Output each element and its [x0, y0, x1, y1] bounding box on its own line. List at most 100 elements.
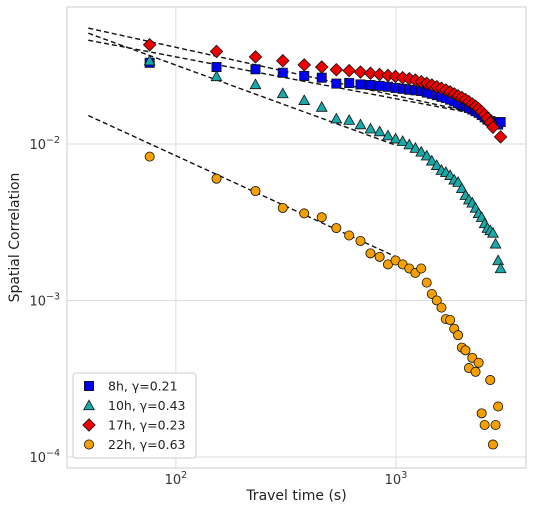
data-point — [430, 159, 443, 170]
data-point — [209, 44, 224, 59]
legend-marker — [84, 439, 95, 450]
x-tick-labels: 102 103 — [165, 470, 408, 488]
data-point — [373, 125, 386, 137]
data-point — [365, 248, 376, 259]
data-point — [354, 118, 367, 130]
series-diamond — [142, 38, 508, 144]
data-point — [374, 251, 385, 262]
y-tick-label: 10−2 — [29, 135, 60, 153]
legend-marker — [83, 399, 95, 411]
data-point — [490, 420, 501, 431]
data-point — [314, 60, 329, 74]
data-point — [493, 401, 504, 412]
data-point — [344, 78, 355, 89]
data-point — [416, 263, 427, 274]
legend-label: 17h, γ=0.23 — [108, 418, 185, 433]
series-triangle — [143, 54, 507, 274]
data-point — [431, 295, 442, 306]
data-point — [363, 66, 378, 81]
data-point — [211, 173, 222, 184]
data-point — [248, 50, 263, 64]
legend-box — [72, 372, 197, 459]
data-point — [297, 58, 311, 72]
data-point — [492, 254, 505, 266]
data-point — [415, 145, 428, 157]
data-point — [298, 94, 311, 105]
data-point — [316, 212, 327, 223]
y-tick-label: 10−3 — [29, 291, 60, 309]
data-point — [210, 70, 223, 82]
data-point — [316, 72, 327, 83]
data-point — [142, 38, 157, 52]
data-point — [494, 262, 507, 274]
data-point — [436, 302, 447, 313]
data-point — [299, 208, 310, 219]
data-point — [486, 226, 499, 238]
data-point — [329, 62, 344, 77]
data-point — [425, 154, 438, 166]
data-point — [452, 176, 465, 187]
data-point — [365, 80, 376, 91]
data-point — [493, 130, 508, 144]
data-point — [144, 151, 155, 162]
legend-marker — [82, 418, 96, 432]
data-point — [372, 67, 387, 82]
data-point — [479, 420, 490, 431]
data-point — [453, 330, 464, 341]
data-point — [473, 357, 484, 368]
data-point — [470, 366, 481, 377]
data-point — [389, 132, 402, 144]
data-point — [355, 79, 366, 90]
fit-line — [88, 39, 502, 120]
data-point — [299, 70, 310, 81]
data-point — [455, 182, 468, 194]
data-point — [374, 80, 385, 91]
data-point — [275, 53, 290, 68]
x-tick-label: 103 — [385, 470, 408, 488]
y-tick-labels: 10−4 10−3 10−2 — [29, 135, 60, 466]
data-point — [353, 65, 368, 79]
fit-line — [88, 32, 397, 146]
data-point — [489, 237, 502, 249]
data-point — [331, 78, 342, 89]
data-point — [331, 223, 342, 234]
grid-lines — [67, 7, 526, 468]
data-point — [143, 54, 156, 66]
data-point — [330, 112, 343, 124]
data-point — [250, 186, 261, 197]
data-point — [487, 439, 498, 450]
data-point — [460, 345, 471, 356]
data-point — [315, 100, 328, 112]
fit-line — [88, 27, 502, 120]
plot-frame — [66, 6, 527, 469]
series-circle — [144, 151, 504, 450]
data-point — [421, 277, 432, 288]
data-point — [485, 375, 496, 386]
x-tick-label: 102 — [165, 470, 188, 488]
data-points — [142, 38, 508, 450]
y-axis-label: Spatial Correlation — [7, 173, 23, 303]
legend: 8h, γ=0.21 10h, γ=0.43 17h, γ=0.23 22h, γ=0… — [72, 372, 197, 459]
y-tick-label: 10−4 — [29, 448, 60, 466]
data-point — [445, 315, 456, 326]
data-point — [420, 149, 433, 161]
data-point — [249, 78, 262, 90]
data-point — [211, 62, 222, 73]
legend-label: 10h, γ=0.43 — [108, 398, 185, 413]
data-point — [364, 122, 377, 134]
legend-label: 8h, γ=0.21 — [108, 379, 178, 394]
data-point — [344, 230, 355, 241]
data-point — [343, 114, 356, 125]
data-point — [403, 138, 416, 150]
fit-line — [88, 114, 397, 258]
fit-lines — [88, 27, 502, 258]
data-point — [277, 202, 288, 213]
data-point — [409, 142, 422, 153]
data-point — [396, 135, 409, 146]
data-point — [277, 67, 288, 78]
legend-marker — [84, 380, 95, 391]
data-point — [250, 64, 261, 75]
data-point — [486, 120, 500, 134]
data-point — [276, 87, 289, 99]
